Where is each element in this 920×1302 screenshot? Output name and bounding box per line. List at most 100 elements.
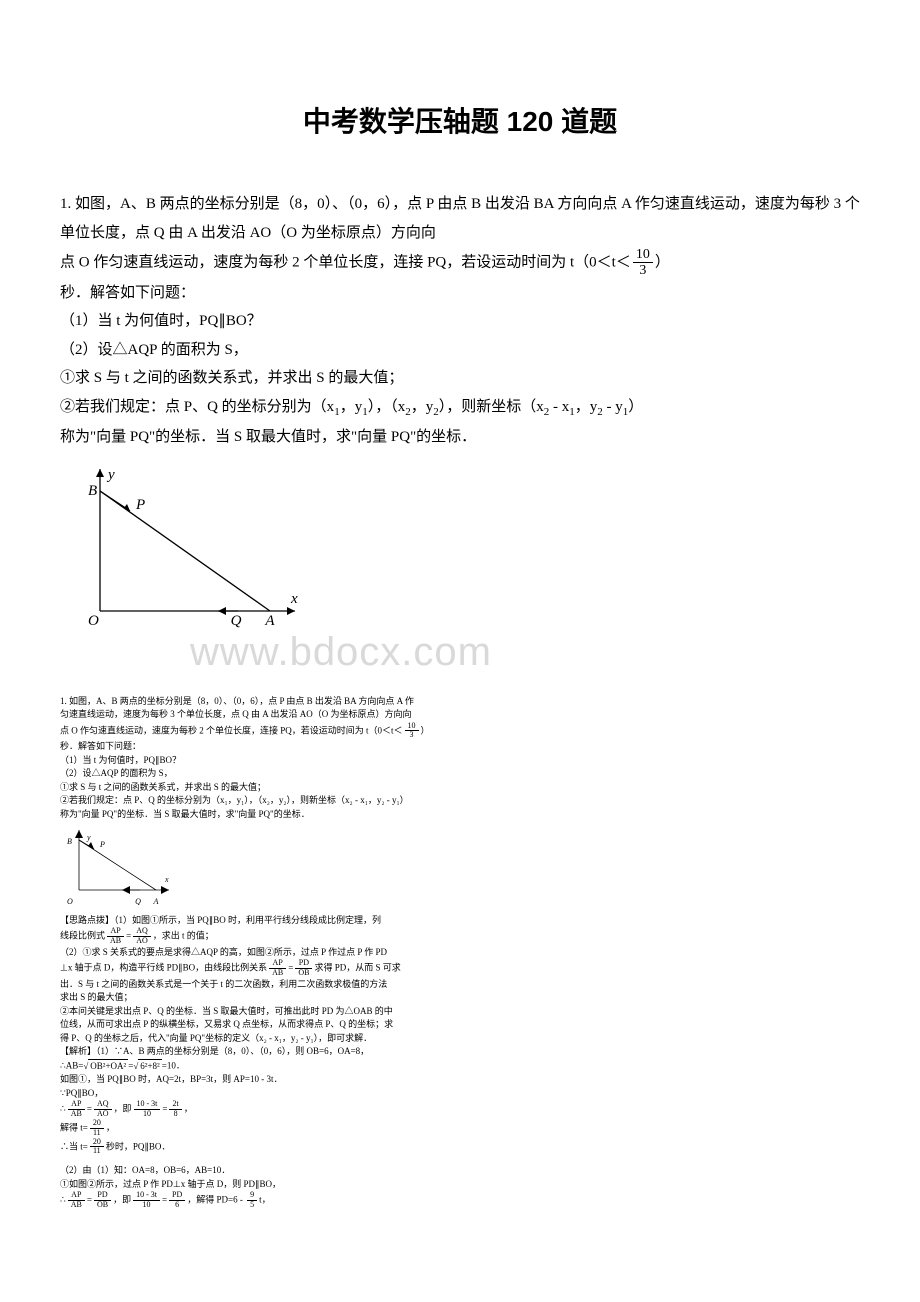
d: 10 (133, 1201, 160, 1210)
s-sol5: 解得 t=2011， (60, 1119, 860, 1138)
s-hint4: 出．S 与 t 之间的函数关系式是一个关于 t 的二次函数，利用二次函数求极值的… (60, 978, 860, 992)
numerator: 10 (633, 247, 653, 263)
d: OB (94, 1201, 111, 1210)
diagram-svg-small: yBPOQAx (64, 825, 174, 905)
d: 3 (405, 731, 419, 740)
t: ，求出 t 的值； (153, 931, 214, 941)
t: ， (184, 1104, 193, 1114)
svg-text:x: x (164, 875, 169, 884)
svg-text:O: O (67, 897, 73, 905)
intro-line-1: 1. 如图，A、B 两点的坐标分别是（8，0）、（0，6），点 P 由点 B 出… (60, 190, 860, 247)
f: 2t8 (169, 1100, 181, 1119)
question-2-3: 称为"向量 PQ"的坐标．当 S 取最大值时，求"向量 PQ"的坐标． (60, 423, 860, 452)
d: 8 (169, 1110, 181, 1119)
t: ，y (340, 399, 363, 415)
svg-text:Q: Q (231, 613, 242, 629)
f: 95 (247, 1191, 257, 1210)
s-sol-title: 【解析】（1）∵A、B 两点的坐标分别是（8，0）、（0，6），则 OB=6，O… (60, 1045, 860, 1059)
s-sol6: ∴当 t=2011秒时，PQ∥BO． (60, 1138, 860, 1157)
radicand: 6²+8² (138, 1059, 161, 1074)
sqrt: √OB²+OA² (83, 1059, 128, 1074)
t: 求得 PD，从而 S 可求 (314, 963, 400, 973)
d: AB (68, 1110, 85, 1119)
fraction: 103 (405, 722, 419, 741)
t: - x (549, 399, 569, 415)
eq: = (87, 1104, 92, 1114)
t: ②若我们规定：点 P、Q 的坐标分别为（x (60, 399, 334, 415)
problem-large: 1. 如图，A、B 两点的坐标分别是（8，0）、（0，6），点 P 由点 B 出… (60, 190, 860, 652)
s-hint5: 求出 S 的最大值； (60, 991, 860, 1005)
intro-line-3: 秒．解答如下问题： (60, 279, 860, 308)
s-intro2: 匀速直线运动，速度为每秒 3 个单位长度，点 Q 由 A 出发沿 AO（O 为坐… (60, 708, 860, 722)
radicand: OB²+OA² (88, 1059, 128, 1074)
eq: = (162, 1104, 167, 1114)
d: OB (295, 969, 312, 978)
f: PDOB (94, 1191, 111, 1210)
t: ∴ (60, 1104, 66, 1114)
s-hint1: 线段比例式APAB=AQAO，求出 t 的值； (60, 927, 860, 946)
spacer (60, 1156, 860, 1164)
svg-text:Q: Q (135, 897, 141, 905)
d: AB (107, 937, 124, 946)
t: ，解得 PD=6 - (187, 1195, 245, 1205)
t: ∴ (60, 1195, 66, 1205)
intro-line-2: 点 O 作匀速直线运动，速度为每秒 2 个单位长度，连接 PQ，若设运动时间为 … (60, 247, 860, 279)
watermark-text: www.bdocx.com (190, 630, 860, 675)
f: 2011 (90, 1119, 104, 1138)
t: ，y (411, 399, 434, 415)
t: 线段比例式 (60, 931, 105, 941)
s-intro3: 点 O 作匀速直线运动，速度为每秒 2 个单位长度，连接 PQ，若设运动时间为 … (60, 722, 860, 741)
coordinate-diagram-large: yB P O Q Ax (70, 461, 860, 652)
f: AQAO (133, 927, 151, 946)
denominator: 3 (633, 263, 653, 278)
s-sol2: 如图①，当 PQ∥BO 时，AQ=2t，BP=3t，则 AP=10 - 3t． (60, 1073, 860, 1087)
svg-text:x: x (290, 591, 298, 607)
svg-text:O: O (88, 613, 99, 629)
eq: = (87, 1195, 92, 1205)
t: =10． (162, 1060, 185, 1070)
f: APAB (68, 1191, 85, 1210)
fraction: 103 (633, 247, 653, 279)
f: 10 - 3t10 (133, 1191, 160, 1210)
t: ） (628, 399, 643, 415)
eq: = (162, 1195, 167, 1205)
question-2-2: ②若我们规定：点 P、Q 的坐标分别为（x1，y1），（x2，y2），则新坐标（… (60, 393, 860, 423)
coordinate-diagram-small: yBPOQAx (64, 825, 860, 910)
page-title: 中考数学压轴题 120 道题 (60, 100, 860, 140)
t: ∴当 t= (60, 1141, 88, 1151)
s-hint8: 得 P、Q 的坐标之后，代入"向量 PQ"坐标的定义（x₂ - x₁，y₂ - … (60, 1032, 860, 1046)
eq: = (126, 931, 131, 941)
svg-text:B: B (88, 483, 97, 499)
d: AO (133, 937, 151, 946)
problem-small-thumbnail: 1. 如图，A、B 两点的坐标分别是（8，0）、（0，6），点 P 由点 B 出… (60, 695, 860, 1210)
s-hint7: 位线，从而可求出点 P 的纵横坐标，又易求 Q 点坐标，从而求得点 P、Q 的坐… (60, 1018, 860, 1032)
d: 6 (169, 1201, 185, 1210)
t: - y (603, 399, 623, 415)
svg-text:P: P (135, 497, 145, 513)
s-sol7: （2）由（1）知：OA=8，OB=6，AB=10． (60, 1164, 860, 1178)
s-hint2: （2）①求 S 关系式的要点是求得△AQP 的高，如图②所示，过点 P 作过点 … (60, 946, 860, 960)
text: ） (655, 254, 670, 270)
s-hint-title: 【思路点拨】（1）如图①所示，当 PQ∥BO 时，利用平行线分线段成比例定理，列 (60, 914, 860, 928)
t: ），（x (368, 399, 406, 415)
t: ，y (575, 399, 598, 415)
eq: = (288, 963, 293, 973)
f: AQAO (94, 1100, 112, 1119)
t: ， (106, 1122, 115, 1132)
svg-text:A: A (264, 613, 275, 629)
s-hint6: ②本问关键是求出点 P、Q 的坐标．当 S 取最大值时，可推出此时 PD 为△O… (60, 1005, 860, 1019)
t: ⊥x 轴于点 D，构造平行线 PD∥BO，由线段比例关系 (60, 963, 267, 973)
svg-text:P: P (99, 840, 105, 849)
f: APAB (107, 927, 124, 946)
svg-text:B: B (67, 837, 72, 846)
svg-text:y: y (86, 833, 91, 842)
question-2: （2）设△AQP 的面积为 S， (60, 336, 860, 365)
s-sol9: ∴APAB=PDOB，即10 - 3t10=PD6，解得 PD=6 - 95t， (60, 1191, 860, 1210)
s-q2-1: ①求 S 与 t 之间的函数关系式，并求出 S 的最大值； (60, 781, 860, 795)
svg-text:y: y (106, 467, 115, 483)
f: 2011 (90, 1138, 104, 1157)
d: AB (269, 969, 286, 978)
f: 10 - 3t10 (134, 1100, 161, 1119)
s-q2: （2）设△AQP 的面积为 S， (60, 767, 860, 781)
t: ），则新坐标（x (439, 399, 544, 415)
